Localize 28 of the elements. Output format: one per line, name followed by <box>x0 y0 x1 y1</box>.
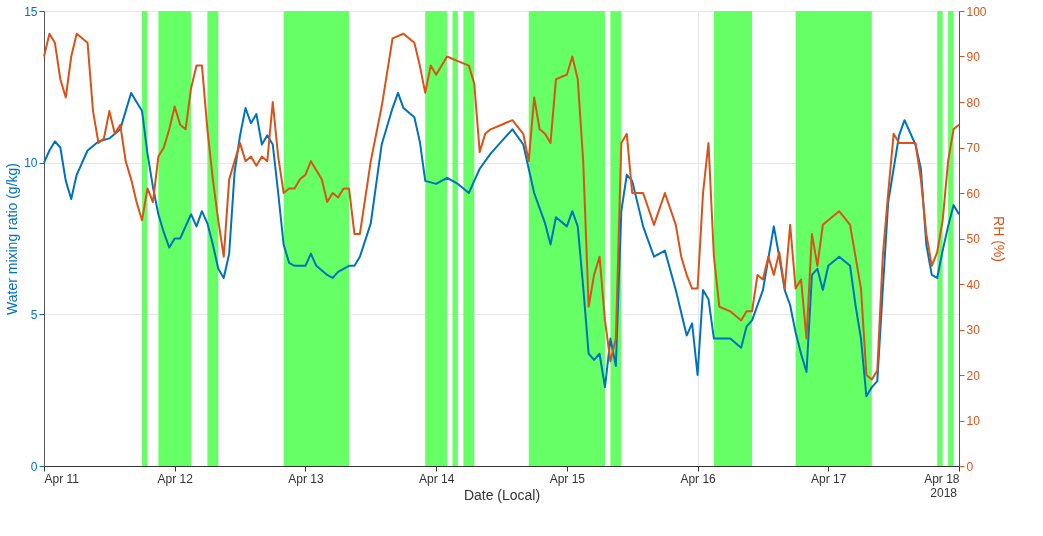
x-tick-label: Apr 14 <box>418 471 455 486</box>
x-tick-label: Apr 13 <box>288 471 324 486</box>
line-series <box>43 32 960 381</box>
y2-tick-label: 100 <box>966 4 987 19</box>
y2-tick-label: 10 <box>966 414 981 428</box>
y2-tick-label: 50 <box>966 232 981 246</box>
y2-tick-label: 90 <box>966 50 981 64</box>
y2-tick-label: 0 <box>966 459 974 474</box>
y2-tick-label: 70 <box>966 141 981 155</box>
y2-tick-label: 30 <box>966 323 981 337</box>
x-tick-label: Apr 15 <box>549 471 586 486</box>
x-tick-label: Apr 18 <box>924 471 960 486</box>
y-tick-label: 10 <box>24 156 38 171</box>
y2-tick-label: 80 <box>966 95 981 110</box>
x-tick-label: Apr 12 <box>157 471 194 486</box>
y-tick-label: 15 <box>24 4 38 19</box>
y2-tick-label: 20 <box>966 368 981 383</box>
y-tick-label: 0 <box>30 459 38 474</box>
y2-tick-label: 40 <box>966 277 981 292</box>
y2-tick-label: 60 <box>966 186 981 201</box>
x-tick-label: Apr 11 <box>44 471 80 486</box>
y-axis-title: Water mixing ratio (g/kg) <box>4 163 21 315</box>
text: 2018 <box>930 486 958 500</box>
y2-axis-title: RH (%) <box>990 216 1007 262</box>
x-tick-label: Apr 17 <box>811 471 847 486</box>
x-axis-title: Date (Local) <box>463 486 541 503</box>
x-tick-label: Apr 16 <box>680 471 717 486</box>
y-tick-label: 5 <box>30 307 38 322</box>
